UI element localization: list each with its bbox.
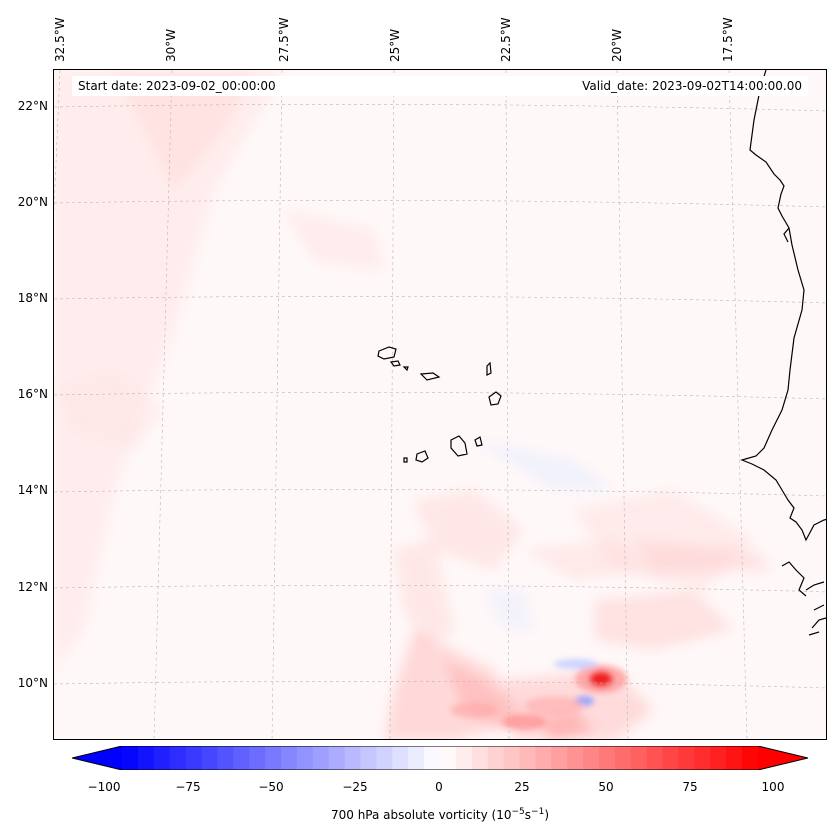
lon-label-20w: 20°W [610, 28, 624, 62]
graticule [54, 70, 826, 739]
lat-label-22n: 22°N [17, 99, 48, 113]
colorbar-cell [487, 746, 505, 770]
colorbar-cell [614, 746, 632, 770]
colorbar-tick: 50 [598, 780, 614, 794]
colorbar-cell [455, 746, 473, 770]
colorbar-cell [535, 746, 552, 770]
colorbar-tick: 75 [682, 780, 698, 794]
colorbar-cell [281, 746, 298, 770]
map-canvas [54, 70, 826, 739]
start-date-text: Start date: 2023-09-02_00:00:00 [78, 79, 276, 93]
lon-label-27-5w: 27.5°W [277, 17, 291, 62]
colorbar-cell [185, 746, 203, 770]
colorbar-cells [122, 746, 759, 770]
colorbar-cell [376, 746, 393, 770]
colorbar-cell [312, 746, 330, 770]
colorbar-cell [153, 746, 171, 770]
lat-label-14n: 14°N [17, 483, 48, 497]
colorbar-cell [583, 746, 600, 770]
date-header: Start date: 2023-09-02_00:00:00 Valid_da… [72, 76, 808, 96]
colorbar-label: 700 hPa absolute vorticity (10−5s−1) [330, 807, 550, 822]
lat-label-12n: 12°N [17, 580, 48, 594]
colorbar-cell [328, 746, 346, 770]
colorbar-cell [742, 746, 759, 770]
colorbar-cell [630, 746, 648, 770]
cape-verde-islands [377, 346, 502, 463]
colorbar-tick: −50 [258, 780, 284, 794]
colorbar-cell [122, 746, 139, 770]
colorbar-cell [169, 746, 187, 770]
colorbar-cell [551, 746, 568, 770]
colorbar-tick: −25 [342, 780, 368, 794]
colorbar-cell [249, 746, 266, 770]
lon-label-17-5w: 17.5°W [721, 17, 735, 62]
lon-label-30w: 30°W [164, 28, 178, 62]
vorticity-field [54, 70, 774, 739]
colorbar-cell [726, 746, 743, 770]
colorbar-cell [217, 746, 234, 770]
colorbar-tick: 0 [435, 780, 443, 794]
colorbar-cell [296, 746, 314, 770]
colorbar-cell [678, 746, 695, 770]
colorbar-cell [265, 746, 282, 770]
colorbar-cell [137, 746, 155, 770]
colorbar-tick: 100 [761, 780, 785, 794]
colorbar-cell [392, 746, 409, 770]
colorbar-cell [567, 746, 584, 770]
colorbar-cell [646, 746, 664, 770]
african-coastline [740, 70, 826, 636]
colorbar-cell [424, 746, 441, 770]
colorbar-cell [360, 746, 377, 770]
colorbar-right-arrow [758, 746, 808, 770]
colorbar-tick: −75 [175, 780, 201, 794]
colorbar-cell [694, 746, 711, 770]
colorbar-cell [408, 746, 425, 770]
vorticity-core [450, 659, 627, 730]
colorbar-cell [599, 746, 616, 770]
lat-label-18n: 18°N [17, 291, 48, 305]
colorbar-tick: −100 [87, 780, 121, 794]
valid-date-text: Valid_date: 2023-09-02T14:00:00.00 [582, 79, 802, 93]
colorbar-cell [710, 746, 727, 770]
vorticity-map[interactable] [53, 69, 827, 740]
lon-label-25w: 25°W [388, 28, 402, 62]
lon-label-32-5w: 32.5°W [53, 17, 67, 62]
colorbar-cell [344, 746, 362, 770]
colorbar-cell [662, 746, 680, 770]
lat-label-16n: 16°N [17, 387, 48, 401]
colorbar-cell [233, 746, 250, 770]
lon-label-22-5w: 22.5°W [499, 17, 513, 62]
colorbar-cell [519, 746, 536, 770]
lat-label-10n: 10°N [17, 676, 48, 690]
colorbar-left-arrow [72, 746, 122, 770]
colorbar-cell [201, 746, 218, 770]
colorbar-tick: 25 [514, 780, 530, 794]
colorbar[interactable] [72, 746, 808, 770]
colorbar-cell [503, 746, 521, 770]
lat-label-20n: 20°N [17, 195, 48, 209]
colorbar-cell [440, 746, 457, 770]
colorbar-cell [471, 746, 489, 770]
